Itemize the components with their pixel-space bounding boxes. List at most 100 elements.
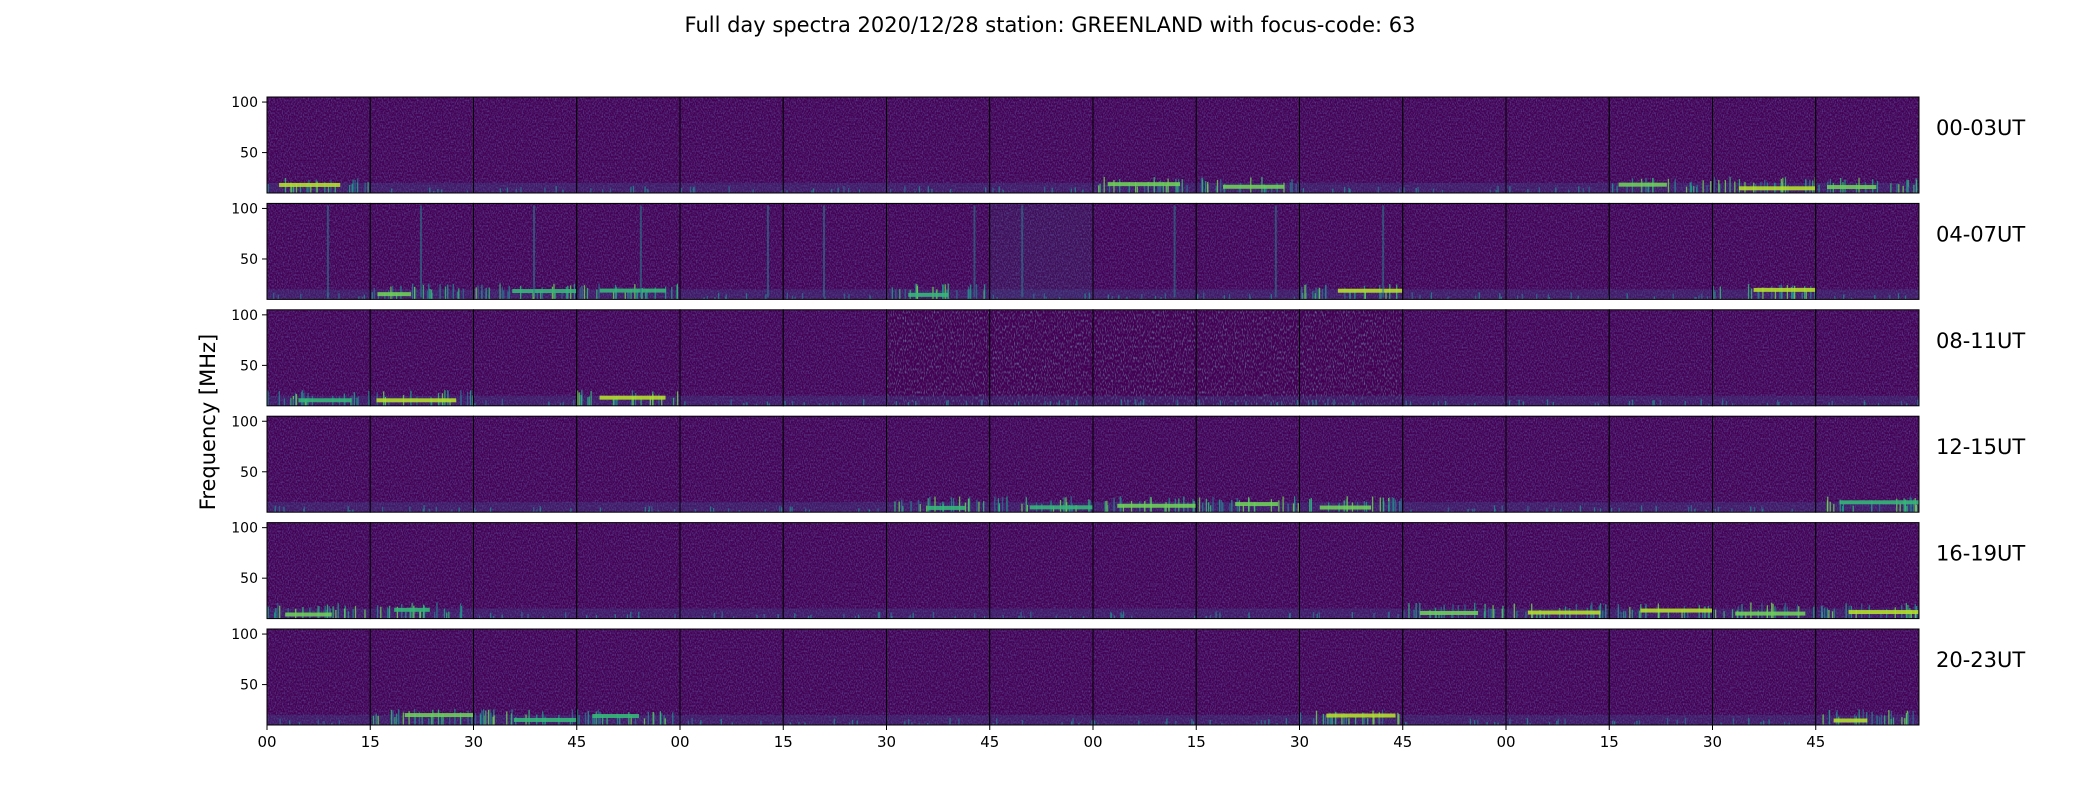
signal-streak bbox=[1761, 603, 1763, 619]
low-band bbox=[783, 182, 887, 193]
signal-streak bbox=[1330, 716, 1332, 725]
signal-streak bbox=[646, 288, 648, 300]
x-tick-label: 00 bbox=[1496, 733, 1515, 751]
low-band bbox=[1506, 395, 1610, 406]
signal-streak bbox=[1845, 603, 1847, 619]
low-band bbox=[1299, 182, 1403, 193]
spectrum-noise bbox=[1609, 309, 1713, 406]
signal-streak bbox=[1409, 401, 1412, 406]
spectrum-noise bbox=[1093, 97, 1197, 193]
spectrum-noise bbox=[1712, 309, 1816, 406]
signal-streak bbox=[1317, 288, 1319, 300]
signal-streak bbox=[1113, 180, 1115, 193]
spectrum-noise bbox=[1815, 522, 1919, 619]
signal-burst bbox=[1337, 288, 1403, 293]
signal-streak bbox=[1315, 710, 1318, 725]
signal-streak bbox=[843, 293, 846, 300]
spectrum-panel bbox=[1608, 415, 1713, 513]
signal-streak bbox=[927, 186, 930, 193]
signal-streak bbox=[1674, 178, 1676, 193]
low-band bbox=[1196, 289, 1300, 300]
signal-streak bbox=[1667, 178, 1670, 193]
signal-streak bbox=[952, 498, 955, 513]
signal-streak bbox=[508, 285, 510, 300]
signal-streak bbox=[599, 711, 601, 725]
spectrum-noise bbox=[1093, 203, 1197, 300]
signal-streak bbox=[1724, 180, 1727, 193]
signal-streak bbox=[392, 710, 394, 725]
signal-streak bbox=[1209, 719, 1211, 725]
spectrum-panel bbox=[1299, 522, 1404, 620]
signal-streak bbox=[349, 510, 351, 513]
signal-streak bbox=[348, 184, 351, 193]
signal-streak bbox=[1147, 181, 1149, 193]
signal-streak bbox=[1441, 189, 1444, 193]
signal-streak bbox=[1706, 296, 1709, 300]
signal-streak bbox=[413, 286, 416, 300]
signal-streak bbox=[907, 401, 910, 406]
signal-streak bbox=[352, 179, 354, 193]
signal-streak bbox=[480, 714, 482, 725]
signal-streak bbox=[475, 287, 477, 300]
signal-streak bbox=[1525, 611, 1527, 619]
signal-streak bbox=[1345, 714, 1347, 725]
signal-streak bbox=[1063, 497, 1065, 513]
signal-streak bbox=[1065, 497, 1067, 513]
signal-streak bbox=[485, 400, 487, 406]
signal-streak bbox=[1238, 500, 1240, 513]
signal-streak bbox=[562, 401, 564, 406]
signal-streak bbox=[1570, 292, 1572, 300]
signal-streak bbox=[1729, 177, 1731, 193]
signal-streak bbox=[1901, 717, 1903, 725]
signal-streak bbox=[1351, 612, 1353, 619]
low-band bbox=[989, 395, 1093, 406]
signal-streak bbox=[590, 188, 592, 193]
spectrum-noise bbox=[473, 97, 577, 193]
signal-streak bbox=[648, 506, 650, 513]
signal-streak bbox=[358, 296, 360, 300]
signal-streak bbox=[363, 294, 366, 300]
spectrum-noise bbox=[680, 97, 784, 193]
spectrum-noise bbox=[989, 416, 1093, 513]
spectrum-panel bbox=[1712, 202, 1817, 300]
signal-streak bbox=[1599, 603, 1602, 619]
signal-streak bbox=[292, 399, 295, 406]
spectrum-panel bbox=[1092, 522, 1197, 620]
signal-streak bbox=[1120, 399, 1123, 406]
signal-streak bbox=[409, 607, 411, 619]
signal-streak bbox=[565, 286, 568, 300]
signal-streak bbox=[1878, 503, 1881, 513]
signal-streak bbox=[1285, 718, 1287, 725]
spectrum-panel bbox=[1815, 96, 1920, 194]
signal-streak bbox=[1221, 722, 1223, 725]
signal-streak bbox=[466, 190, 469, 193]
signal-streak bbox=[1175, 720, 1177, 725]
signal-streak bbox=[1611, 183, 1614, 193]
signal-streak bbox=[1268, 718, 1270, 725]
signal-streak bbox=[644, 506, 647, 513]
signal-streak bbox=[1696, 184, 1698, 193]
signal-streak bbox=[1497, 722, 1499, 725]
signal-streak bbox=[1362, 712, 1364, 725]
signal-streak bbox=[422, 508, 424, 513]
signal-streak bbox=[1001, 497, 1004, 513]
signal-streak bbox=[1553, 507, 1555, 513]
signal-streak bbox=[1002, 189, 1004, 193]
signal-streak bbox=[1843, 294, 1845, 300]
signal-streak bbox=[996, 296, 998, 300]
signal-streak bbox=[663, 715, 665, 725]
signal-streak bbox=[890, 612, 892, 619]
interference-line bbox=[1274, 205, 1277, 298]
signal-streak bbox=[1571, 510, 1574, 513]
signal-streak bbox=[1529, 722, 1531, 725]
signal-streak bbox=[612, 291, 615, 300]
signal-streak bbox=[1497, 186, 1499, 193]
signal-streak bbox=[601, 715, 604, 725]
x-tick-label: 30 bbox=[877, 733, 896, 751]
signal-streak bbox=[810, 615, 812, 619]
signal-streak bbox=[459, 714, 462, 725]
spectrum-noise bbox=[1506, 629, 1610, 725]
signal-streak bbox=[1714, 609, 1717, 619]
signal-streak bbox=[1915, 179, 1918, 193]
signal-streak bbox=[562, 189, 564, 193]
